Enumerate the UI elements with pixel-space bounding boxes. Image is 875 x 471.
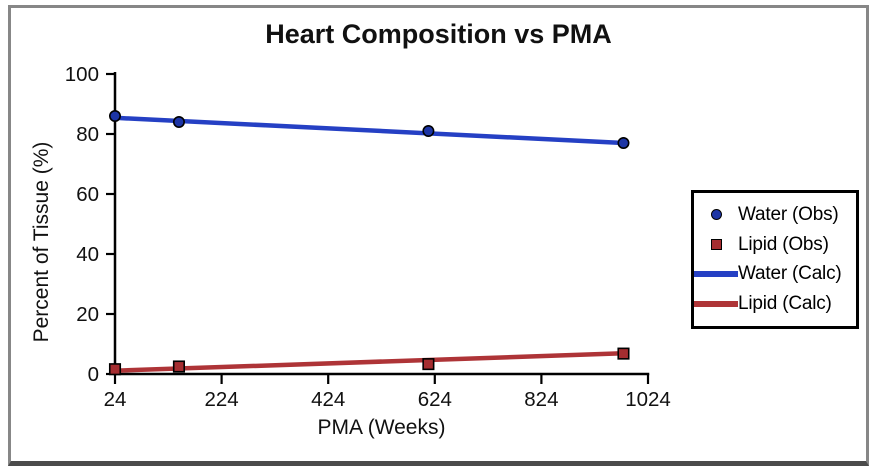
x-tick-label: 24 [104, 388, 127, 411]
legend-item: Lipid (Obs) [694, 234, 856, 256]
data-point-water-obs [422, 125, 435, 138]
legend-swatch [694, 271, 738, 278]
data-point-lipid-obs [172, 360, 186, 373]
data-point-lipid-obs [422, 358, 435, 371]
legend-line-swatch-icon [694, 301, 738, 308]
legend-swatch [694, 209, 738, 221]
legend-swatch [694, 239, 738, 251]
x-tick-label: 624 [418, 388, 452, 411]
legend-label: Lipid (Calc) [738, 293, 832, 315]
series-line-water-calc [114, 115, 624, 146]
legend-label: Water (Calc) [738, 263, 842, 285]
series-line-lipid-calc [114, 351, 624, 373]
legend-swatch [694, 301, 738, 308]
data-point-lipid-obs [617, 347, 630, 360]
legend-label: Lipid (Obs) [738, 233, 829, 255]
x-tick-label: 424 [311, 388, 345, 411]
data-point-water-obs [617, 137, 630, 150]
x-axis-label: PMA (Weeks) [317, 416, 446, 439]
data-point-water-obs [172, 116, 185, 129]
chart-title: Heart Composition vs PMA [265, 19, 612, 49]
y-axis-label: Percent of Tissue (%) [30, 141, 53, 343]
y-tick-label: 40 [76, 243, 99, 266]
x-tick-label: 224 [204, 388, 238, 411]
y-tick-label: 100 [65, 63, 99, 86]
legend-line-swatch-icon [694, 271, 738, 278]
legend-item: Water (Calc) [694, 263, 856, 285]
data-point-water-obs [109, 110, 122, 123]
legend-label: Water (Obs) [738, 203, 839, 225]
x-tick-label: 824 [524, 388, 558, 411]
y-tick-label: 20 [76, 303, 99, 326]
x-tick-label: 1024 [625, 388, 671, 411]
data-point-lipid-obs [108, 363, 122, 376]
legend: Water (Obs) Lipid (Obs) Water (Calc) Lipid … [691, 190, 859, 329]
legend-item: Lipid (Calc) [694, 293, 856, 315]
y-tick-label: 0 [88, 363, 99, 386]
y-tick-label: 80 [76, 123, 99, 146]
legend-marker-square-icon [710, 239, 722, 251]
y-tick-label: 60 [76, 183, 99, 206]
legend-item: Water (Obs) [694, 204, 856, 226]
chart-frame [8, 5, 869, 466]
legend-marker-circle-icon [710, 209, 722, 221]
